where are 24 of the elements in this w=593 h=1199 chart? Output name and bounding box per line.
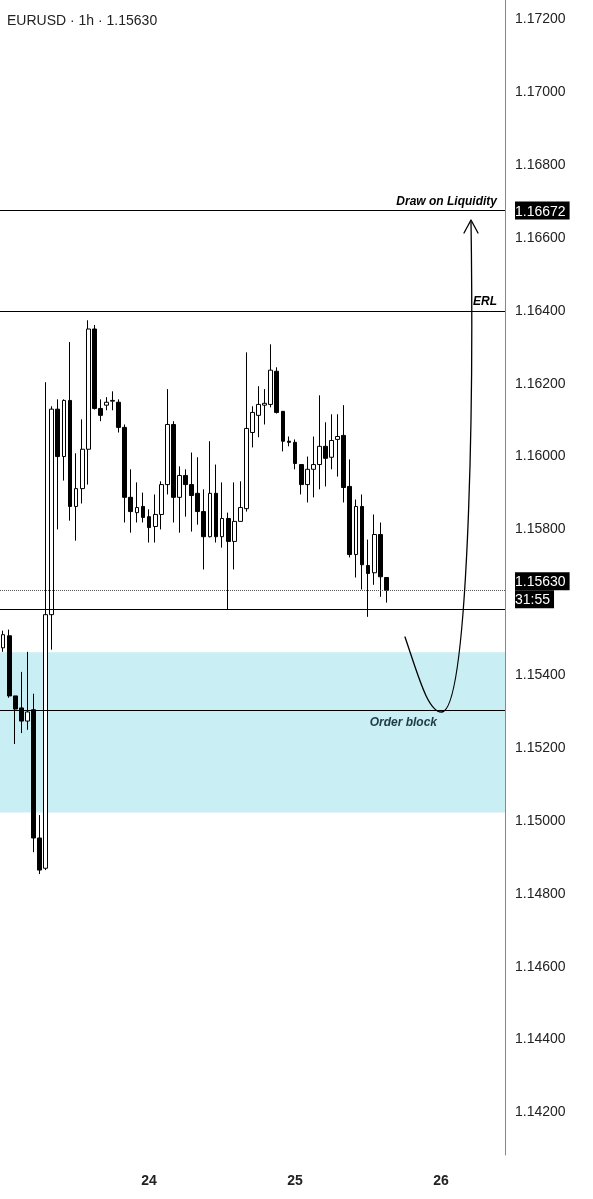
y-tick-label: 1.14200 [515,1103,566,1120]
y-tick-label: 1.14400 [515,1030,566,1047]
y-tick-label: 1.17000 [515,83,566,100]
y-tick-label: 1.16400 [515,301,566,318]
y-tick-label: 1.15630 31:55 [515,573,566,608]
y-tick-label: 1.15000 [515,811,566,828]
y-tick-label: 1.15200 [515,738,566,755]
y-tick-label: 1.16000 [515,447,566,464]
y-tick-label: 1.17200 [515,10,566,27]
y-tick-label: 1.16600 [515,228,566,245]
y-tick-label: 1.15400 [515,666,566,683]
x-tick-label: 24 [141,1172,158,1188]
y-tick-label: 1.14600 [515,957,566,974]
ref-line-label: Draw on Liquidity [396,193,499,208]
ref-line-label: ERL [473,294,497,309]
y-tick-label: 1.14800 [515,884,566,901]
text: EURUSD · 1h · 1.15630 [7,12,158,28]
y-tick-label: 1.16800 [515,155,566,172]
x-tick-label: 26 [433,1172,450,1188]
y-tick-label: 1.15800 [515,520,566,537]
y-tick-label: 1.16672 [515,202,566,219]
band-label: Order block [369,715,439,730]
y-tick-label: 1.16200 [515,374,566,391]
x-tick-label: 25 [287,1172,304,1188]
